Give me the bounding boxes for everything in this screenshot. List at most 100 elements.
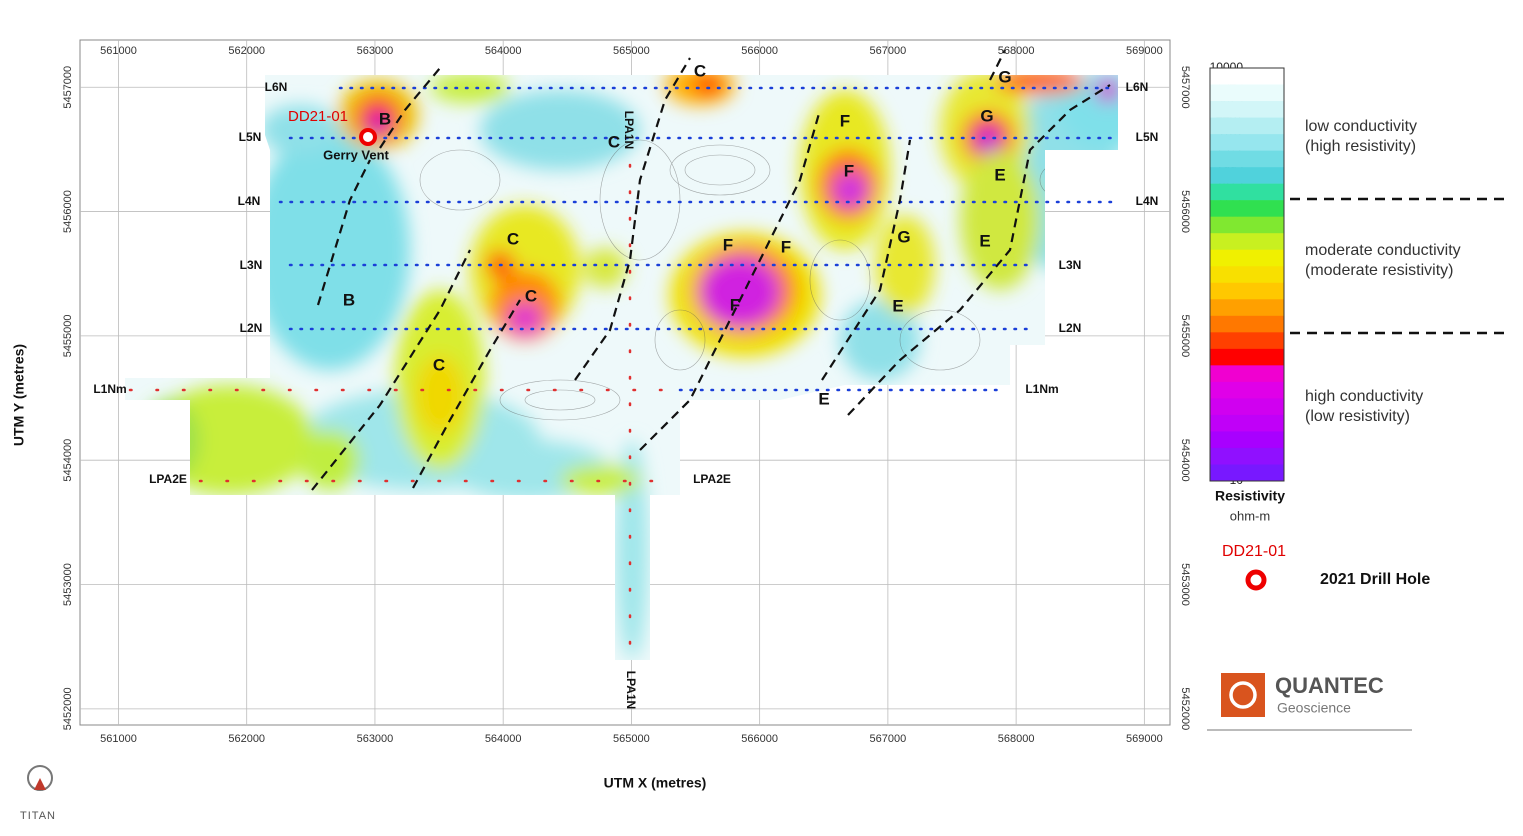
y-axis-title: UTM Y (metres) [11, 344, 27, 446]
colorbar-cell [1210, 381, 1284, 399]
colorbar-cell [1210, 101, 1284, 118]
zone-label: F [781, 237, 791, 256]
colorbar-cell [1210, 282, 1284, 300]
survey-line-label: L3N [1059, 258, 1082, 272]
blob [1096, 78, 1118, 102]
y-tick-label: 5453000 [62, 563, 74, 606]
zone-label: C [694, 61, 706, 80]
blob [960, 150, 1040, 290]
x-tick-label: 562000 [228, 45, 265, 57]
colorbar-cell [1210, 431, 1284, 449]
x-axis-title: UTM X (metres) [604, 775, 707, 791]
zone-label: G [998, 67, 1011, 86]
quantec-logo [1221, 673, 1265, 717]
blob [430, 75, 510, 103]
x-tick-label: 566000 [741, 45, 778, 57]
colorbar-cell [1210, 183, 1284, 201]
colorbar-cell [1210, 249, 1284, 267]
blob [250, 130, 410, 370]
quantec-sub: Geoscience [1277, 700, 1351, 716]
colorbar-cell [1210, 233, 1284, 251]
x-tick-label: 568000 [998, 45, 1035, 57]
survey-line-label: L5N [239, 130, 262, 144]
blob [507, 302, 543, 334]
blob [480, 90, 640, 170]
zone-label: G [897, 227, 910, 246]
y-tick-label: 5456000 [62, 190, 74, 233]
y-tick-label: 5452000 [62, 687, 74, 730]
zone-label: C [433, 355, 445, 374]
x-tick-label: 563000 [357, 45, 394, 57]
x-tick-label: 569000 [1126, 45, 1163, 57]
y-tick-label: 5452000 [1179, 687, 1191, 730]
zone-label: F [730, 295, 740, 314]
legend-band-label: high conductivity [1305, 388, 1423, 405]
colorbar-cell [1210, 447, 1284, 465]
y-tick-label: 5454000 [62, 439, 74, 482]
colorbar-cell [1210, 348, 1284, 366]
colorbar-cell [1210, 315, 1284, 333]
zone-label: G [980, 106, 993, 125]
quantec-logo-mark [1229, 681, 1257, 709]
blob [975, 127, 1001, 153]
drill-hole-name: Gerry Vent [323, 147, 389, 162]
legend-band-label: (high resistivity) [1305, 138, 1416, 155]
x-tick-label: 568000 [998, 733, 1035, 745]
legend-drill-hole-marker [1245, 569, 1267, 591]
y-tick-label: 5455000 [1179, 314, 1191, 357]
colorbar-cell [1210, 68, 1284, 85]
titan-name: TITAN [20, 810, 56, 822]
zone-label: E [979, 231, 990, 250]
blob [700, 257, 780, 327]
contours [419, 139, 1101, 421]
zone-label: F [723, 235, 733, 254]
survey-line-label: L1Nm [93, 382, 126, 396]
legend-title: Resistivity [1215, 488, 1285, 504]
x-tick-label: 564000 [485, 733, 522, 745]
survey-line-label: L2N [240, 321, 263, 335]
survey-stations [278, 86, 1117, 392]
x-tick-label: 561000 [100, 733, 137, 745]
survey-line-label: L6N [265, 80, 288, 94]
survey-line-label: LPA2E [693, 472, 731, 486]
survey-line-label: L3N [240, 258, 263, 272]
zone-label: E [892, 296, 903, 315]
quantec-name: QUANTEC [1275, 673, 1384, 698]
x-tick-label: 564000 [485, 45, 522, 57]
legend-unit: ohm-m [1230, 508, 1270, 523]
survey-line-label: L1Nm [1025, 382, 1058, 396]
x-tick-label: 567000 [870, 733, 907, 745]
zone-label: C [608, 132, 620, 151]
blob [583, 248, 627, 288]
survey-line-label: LPA2E [149, 472, 187, 486]
y-tick-label: 5457000 [1179, 66, 1191, 109]
blob [832, 172, 868, 208]
survey-line-label: L4N [1136, 194, 1159, 208]
y-tick-label: 5457000 [62, 66, 74, 109]
colorbar-cell [1210, 398, 1284, 416]
y-tick-label: 5454000 [1179, 439, 1191, 482]
legend-band-label: (low resistivity) [1305, 408, 1410, 425]
blob [693, 75, 723, 95]
legend-drill-label: DD21-01 [1222, 543, 1286, 560]
x-tick-label: 566000 [741, 733, 778, 745]
x-tick-label: 561000 [100, 45, 137, 57]
titan-logo-mark [34, 778, 46, 790]
zone-label: F [844, 161, 854, 180]
legend-drill-text: 2021 Drill Hole [1320, 571, 1430, 588]
survey-line-label: L6N [1126, 80, 1149, 94]
survey-line-label: L4N [238, 194, 261, 208]
zone-label: C [525, 286, 537, 305]
colorbar-cell [1210, 414, 1284, 432]
drill-hole-marker [359, 128, 377, 146]
legend-band-label: low conductivity [1305, 118, 1417, 135]
y-tick-label: 5453000 [1179, 563, 1191, 606]
zone-label: C [507, 229, 519, 248]
survey-stations-red [128, 163, 682, 652]
colorbar-cell [1210, 464, 1284, 482]
faults [311, 49, 1111, 491]
colorbar-cell [1210, 266, 1284, 284]
blob [300, 430, 360, 490]
y-tick-label: 5456000 [1179, 190, 1191, 233]
